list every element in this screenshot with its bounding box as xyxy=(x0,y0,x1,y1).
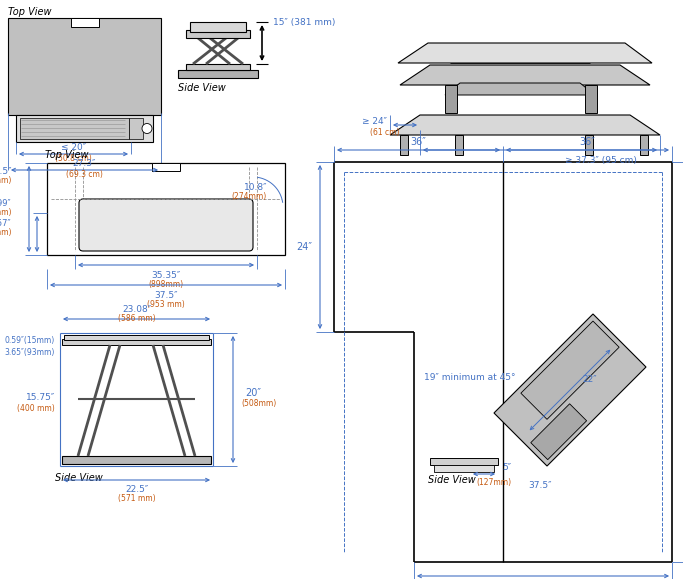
Polygon shape xyxy=(400,65,650,85)
Text: 37.5″: 37.5″ xyxy=(154,291,178,299)
Polygon shape xyxy=(445,83,595,95)
Text: (61 cm): (61 cm) xyxy=(370,127,400,137)
Bar xyxy=(585,85,597,113)
Text: 36″: 36″ xyxy=(580,137,596,147)
Text: (586 mm): (586 mm) xyxy=(117,313,155,323)
Text: 22.5″: 22.5″ xyxy=(125,486,148,494)
Text: Top View: Top View xyxy=(8,7,51,17)
Bar xyxy=(186,64,250,70)
Bar xyxy=(178,70,258,78)
Text: 35.35″: 35.35″ xyxy=(152,270,180,280)
Text: (274mm): (274mm) xyxy=(232,192,267,200)
Bar xyxy=(20,118,129,139)
Bar xyxy=(129,118,143,139)
Text: (953 mm): (953 mm) xyxy=(147,299,185,309)
Text: 22″: 22″ xyxy=(583,376,598,384)
Circle shape xyxy=(142,123,152,134)
Text: 20″: 20″ xyxy=(245,389,261,398)
Bar xyxy=(152,163,180,171)
Text: Top View: Top View xyxy=(45,150,89,160)
Text: (508mm): (508mm) xyxy=(241,399,276,408)
Text: 37.5″: 37.5″ xyxy=(528,481,552,489)
Bar xyxy=(186,30,250,38)
Polygon shape xyxy=(531,404,587,460)
Bar xyxy=(455,135,463,155)
Text: (116 mm): (116 mm) xyxy=(0,229,11,237)
Text: 10.8″: 10.8″ xyxy=(244,182,267,192)
Text: 15″ (381 mm): 15″ (381 mm) xyxy=(273,17,335,27)
Text: 4.57″: 4.57″ xyxy=(0,218,11,228)
Text: ≤ 20″: ≤ 20″ xyxy=(61,144,86,152)
Bar xyxy=(8,18,161,115)
Polygon shape xyxy=(521,321,619,419)
Bar xyxy=(62,456,211,464)
Text: Side View: Side View xyxy=(55,473,102,483)
Bar xyxy=(64,335,209,340)
Bar xyxy=(70,18,98,27)
Text: (101 mm): (101 mm) xyxy=(0,207,11,217)
FancyBboxPatch shape xyxy=(79,199,253,251)
Text: Side View: Side View xyxy=(178,83,226,93)
Text: 24″: 24″ xyxy=(296,242,312,252)
Text: 23.08″: 23.08″ xyxy=(122,305,151,313)
Text: 36″: 36″ xyxy=(410,137,426,147)
Text: 15.75″: 15.75″ xyxy=(26,394,55,402)
Bar xyxy=(434,465,494,472)
Text: 18.5″: 18.5″ xyxy=(0,167,12,175)
Bar xyxy=(430,458,498,465)
Bar xyxy=(585,135,593,155)
Text: ≥ 24″: ≥ 24″ xyxy=(362,118,387,126)
Text: (898mm): (898mm) xyxy=(148,280,184,288)
Text: (571 mm): (571 mm) xyxy=(117,494,155,504)
Bar xyxy=(62,339,211,345)
Text: 0.59″(15mm): 0.59″(15mm) xyxy=(5,336,55,346)
Bar xyxy=(445,85,457,113)
Text: ≥ 37.3″ (95 cm): ≥ 37.3″ (95 cm) xyxy=(565,156,637,164)
Bar xyxy=(16,115,153,142)
Text: 27.3″: 27.3″ xyxy=(73,159,96,168)
Text: (69.3 cm): (69.3 cm) xyxy=(66,170,103,179)
Text: 19″ minimum at 45°: 19″ minimum at 45° xyxy=(424,372,516,382)
Bar xyxy=(640,135,648,155)
Bar xyxy=(47,163,285,255)
Bar xyxy=(400,135,408,155)
Polygon shape xyxy=(494,314,646,466)
Text: (400 mm): (400 mm) xyxy=(17,404,55,412)
Bar xyxy=(190,22,246,32)
Text: 5″: 5″ xyxy=(502,464,511,472)
Text: (127mm): (127mm) xyxy=(477,478,512,486)
Polygon shape xyxy=(390,115,660,135)
Text: Side View: Side View xyxy=(428,475,476,485)
Polygon shape xyxy=(398,43,652,63)
Text: 3.65″(93mm): 3.65″(93mm) xyxy=(5,349,55,357)
Text: 3.99″: 3.99″ xyxy=(0,199,11,207)
Text: (50.8 cm): (50.8 cm) xyxy=(55,155,92,163)
Text: (470mm): (470mm) xyxy=(0,175,12,185)
